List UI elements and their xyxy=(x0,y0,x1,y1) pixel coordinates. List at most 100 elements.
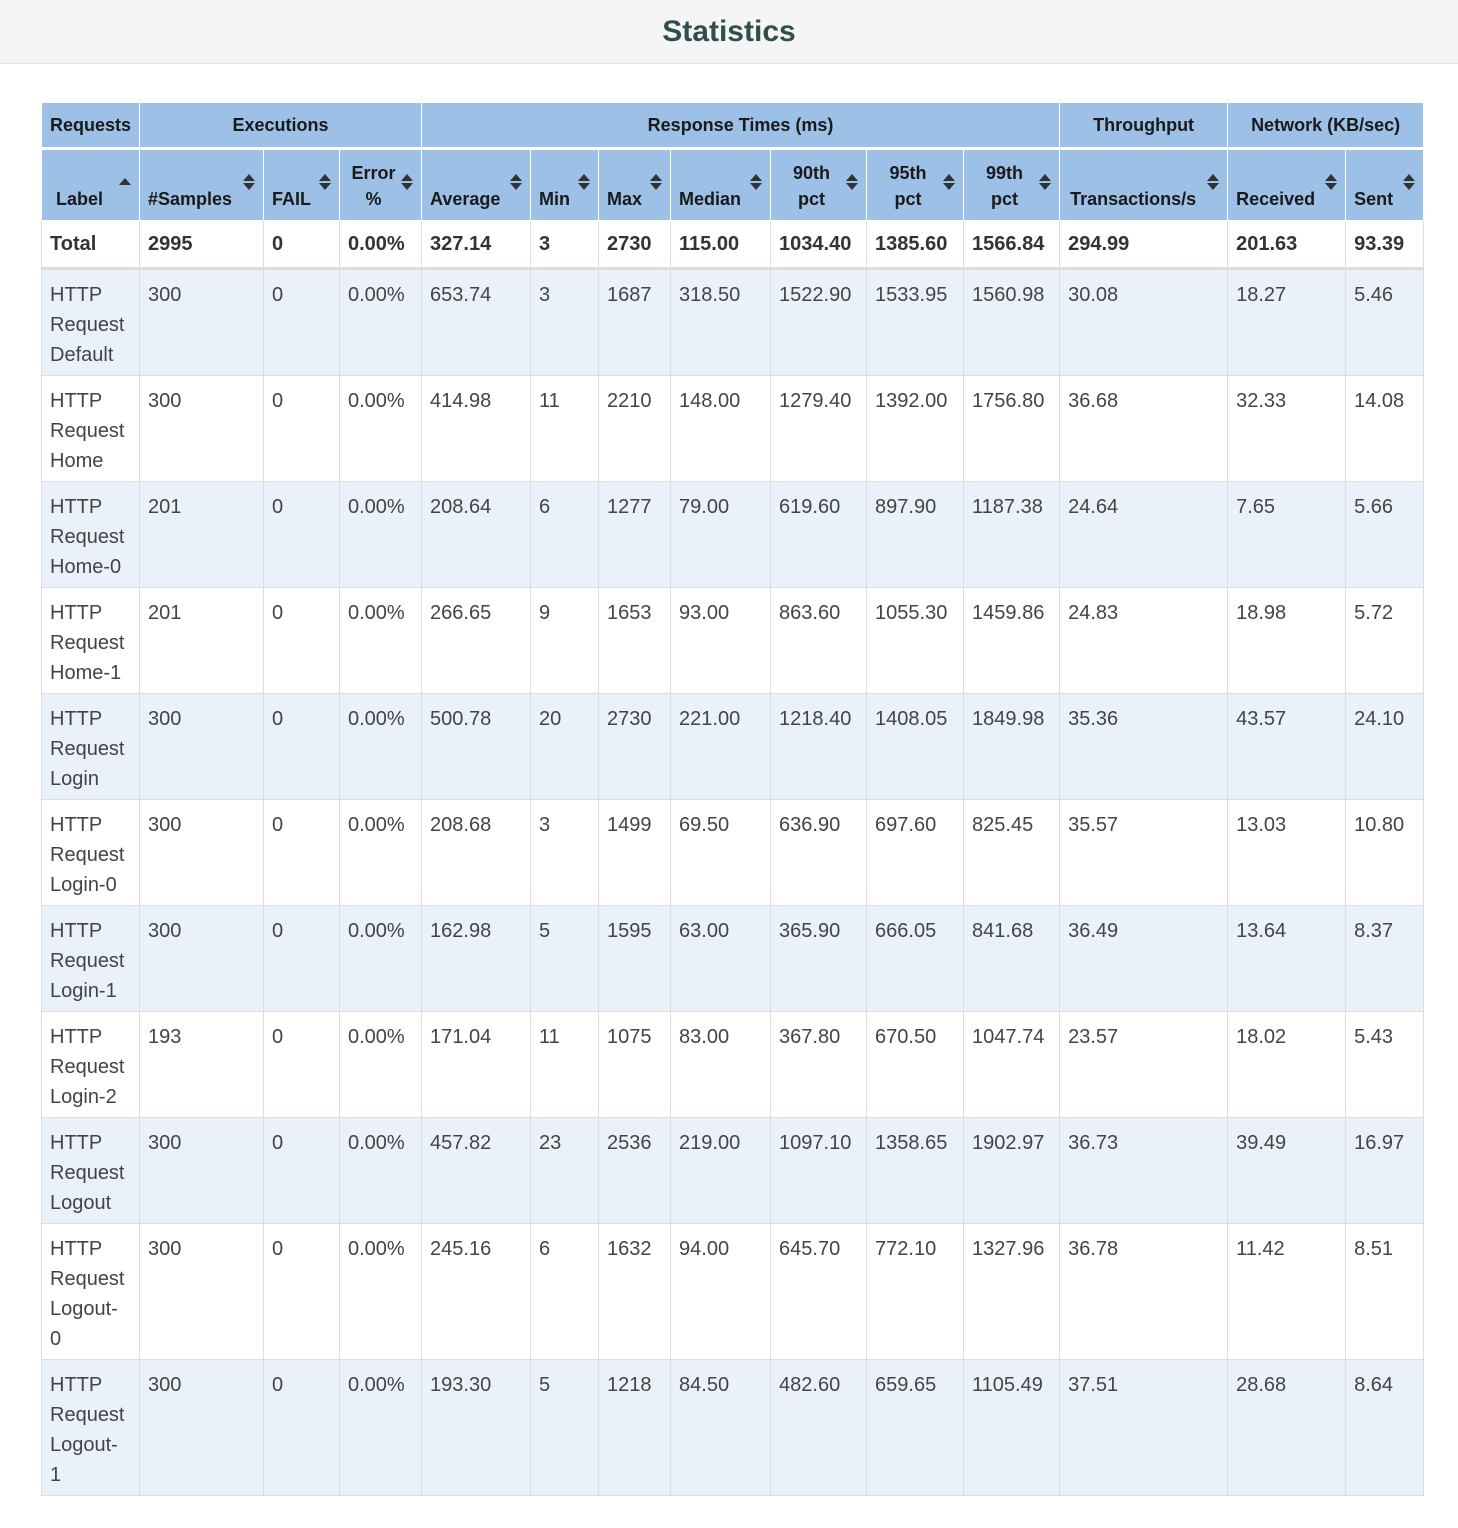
column-header-label-text: Label xyxy=(56,189,104,209)
column-header-fail[interactable]: FAIL xyxy=(263,148,340,221)
table-cell: 18.02 xyxy=(1227,1011,1347,1118)
table-cell: 645.70 xyxy=(770,1223,868,1360)
table-body: HTTP Request Default 300 0 0.00% 653.74 3 1687 31… xyxy=(41,268,1425,1496)
row-label-line: Default xyxy=(50,344,114,366)
table-cell: 300 xyxy=(139,268,264,376)
table-cell: 201 xyxy=(139,481,264,588)
row-label-line: HTTP xyxy=(50,1026,103,1048)
column-header-90th-line2: pct xyxy=(798,189,826,209)
table-cell: 0.00% xyxy=(338,587,423,694)
table-cell: 36.68 xyxy=(1059,375,1229,482)
sort-icon xyxy=(943,174,956,192)
column-header-95th-line2: pct xyxy=(894,189,922,209)
table-cell: 619.60 xyxy=(770,481,868,588)
table-cell: 5.43 xyxy=(1345,1011,1425,1118)
table-cell: 148.00 xyxy=(670,375,772,482)
table-row: HTTP Request Home 300 0 0.00% 414.98 11 2210 148.… xyxy=(41,375,1425,482)
table-cell: 1632 xyxy=(598,1223,672,1360)
table-cell: 897.90 xyxy=(866,481,965,588)
group-network: Network (KB/sec) xyxy=(1227,102,1425,150)
row-label-line: Home-0 xyxy=(50,556,122,578)
table-cell: 414.98 xyxy=(421,375,532,482)
total-cell: 2730 xyxy=(598,220,672,270)
table-cell: 0 xyxy=(263,1359,340,1496)
table-cell: 300 xyxy=(139,905,264,1012)
column-header-95th-line1: 95th xyxy=(889,163,927,183)
column-header-average[interactable]: Average xyxy=(421,148,532,221)
column-header-error-line1: Error xyxy=(351,163,396,183)
table-cell: 83.00 xyxy=(670,1011,772,1118)
column-header-transactions[interactable]: Transactions/s xyxy=(1059,148,1229,221)
total-cell: 1566.84 xyxy=(963,220,1061,270)
table-cell: 43.57 xyxy=(1227,693,1347,800)
table-cell: 1327.96 xyxy=(963,1223,1061,1360)
table-cell: 35.57 xyxy=(1059,799,1229,906)
table-cell: 1187.38 xyxy=(963,481,1061,588)
table-cell: 2210 xyxy=(598,375,672,482)
page-title: Statistics xyxy=(662,14,796,48)
table-cell: 365.90 xyxy=(770,905,868,1012)
column-header-fail-text: FAIL xyxy=(272,189,311,209)
total-row-group: Total 2995 0 0.00% 327.14 3 2730 115.00 1034.40 1… xyxy=(41,220,1425,270)
table-row: HTTP Request Logout 300 0 0.00% 457.82 23 2536 21… xyxy=(41,1117,1425,1224)
table-cell: 3 xyxy=(530,268,600,376)
table-cell: 0.00% xyxy=(338,693,423,800)
row-label-cell: HTTP Request Login-0 xyxy=(41,799,140,906)
row-label-cell: HTTP Request Home-0 xyxy=(41,481,140,588)
column-header-99th-pct[interactable]: 99th pct xyxy=(963,148,1061,221)
column-header-median[interactable]: Median xyxy=(670,148,772,221)
column-header-min[interactable]: Min xyxy=(530,148,600,221)
table-cell: 1075 xyxy=(598,1011,672,1118)
table-cell: 193.30 xyxy=(421,1359,532,1496)
group-requests: Requests xyxy=(41,102,140,150)
sort-icon xyxy=(750,174,763,192)
row-label-line: HTTP xyxy=(50,496,103,518)
row-label-cell: HTTP Request Logout- 1 xyxy=(41,1359,140,1496)
table-cell: 300 xyxy=(139,1223,264,1360)
table-cell: 0 xyxy=(263,799,340,906)
column-header-average-text: Average xyxy=(430,189,501,209)
row-label-line: HTTP xyxy=(50,602,103,624)
table-cell: 30.08 xyxy=(1059,268,1229,376)
table-cell: 3 xyxy=(530,799,600,906)
table-cell: 1459.86 xyxy=(963,587,1061,694)
table-cell: 659.65 xyxy=(866,1359,965,1496)
table-cell: 2536 xyxy=(598,1117,672,1224)
column-header-label[interactable]: Label xyxy=(41,148,140,221)
row-label-line: Request xyxy=(50,950,125,972)
column-header-90th-pct[interactable]: 90th pct xyxy=(770,148,868,221)
column-header-max[interactable]: Max xyxy=(598,148,672,221)
table-cell: 1756.80 xyxy=(963,375,1061,482)
table-cell: 697.60 xyxy=(866,799,965,906)
column-header-samples[interactable]: #Samples xyxy=(139,148,264,221)
table-cell: 10.80 xyxy=(1345,799,1425,906)
table-cell: 8.64 xyxy=(1345,1359,1425,1496)
table-cell: 11.42 xyxy=(1227,1223,1347,1360)
column-header-error[interactable]: Error% xyxy=(338,148,423,221)
table-cell: 0.00% xyxy=(338,1359,423,1496)
table-cell: 1277 xyxy=(598,481,672,588)
sort-icon xyxy=(401,174,414,192)
table-cell: 1358.65 xyxy=(866,1117,965,1224)
table-cell: 5 xyxy=(530,905,600,1012)
table-cell: 94.00 xyxy=(670,1223,772,1360)
row-label-line: 0 xyxy=(50,1328,62,1350)
table-cell: 457.82 xyxy=(421,1117,532,1224)
table-cell: 0 xyxy=(263,693,340,800)
table-cell: 0.00% xyxy=(338,268,423,376)
column-header-sent[interactable]: Sent xyxy=(1345,148,1425,221)
table-cell: 208.68 xyxy=(421,799,532,906)
table-cell: 0.00% xyxy=(338,1011,423,1118)
table-cell: 36.73 xyxy=(1059,1117,1229,1224)
table-cell: 1097.10 xyxy=(770,1117,868,1224)
column-header-95th-pct[interactable]: 95th pct xyxy=(866,148,965,221)
column-header-median-text: Median xyxy=(679,189,742,209)
row-label-cell: HTTP Request Logout- 0 xyxy=(41,1223,140,1360)
row-label-cell: HTTP Request Login xyxy=(41,693,140,800)
table-row: HTTP Request Logout- 0 300 0 0.00% 245.16 6 1632 9… xyxy=(41,1223,1425,1360)
table-cell: 35.36 xyxy=(1059,693,1229,800)
table-cell: 0 xyxy=(263,905,340,1012)
total-cell: 0.00% xyxy=(338,220,423,270)
column-header-received[interactable]: Received xyxy=(1227,148,1347,221)
row-label-cell: HTTP Request Home xyxy=(41,375,140,482)
